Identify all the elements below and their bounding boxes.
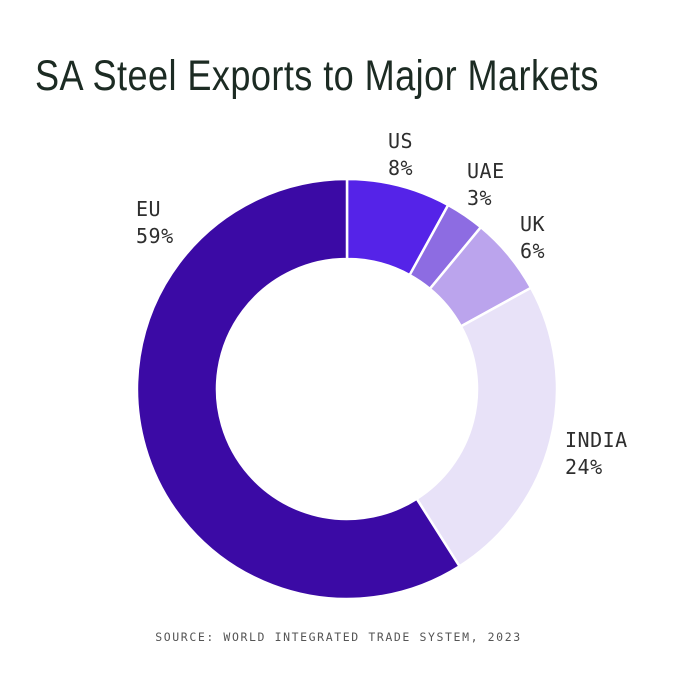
slice-label-uk-name: UK bbox=[520, 212, 546, 236]
slice-label-uae-value: 3% bbox=[467, 186, 493, 210]
slice-label-uae-name: UAE bbox=[467, 159, 505, 183]
chart-title: SA Steel Exports to Major Markets bbox=[35, 52, 599, 100]
slice-label-eu-name: EU bbox=[136, 197, 162, 221]
donut-slice-india bbox=[414, 286, 559, 569]
slice-label-india: INDIA 24% bbox=[565, 427, 628, 481]
slice-label-india-value: 24% bbox=[565, 455, 603, 479]
slice-label-uk-value: 6% bbox=[520, 239, 546, 263]
donut-slice-eu bbox=[135, 177, 462, 601]
slice-label-uae: UAE 3% bbox=[467, 158, 505, 212]
slice-label-eu: EU 59% bbox=[136, 196, 174, 250]
slice-label-us-value: 8% bbox=[388, 156, 414, 180]
source-note: SOURCE: WORLD INTEGRATED TRADE SYSTEM, 2… bbox=[155, 630, 522, 644]
slice-label-india-name: INDIA bbox=[565, 428, 628, 452]
slice-label-uk: UK 6% bbox=[520, 211, 545, 265]
slice-label-us-name: US bbox=[388, 129, 414, 153]
slice-label-us: US 8% bbox=[388, 128, 413, 182]
slice-label-eu-value: 59% bbox=[136, 224, 174, 248]
